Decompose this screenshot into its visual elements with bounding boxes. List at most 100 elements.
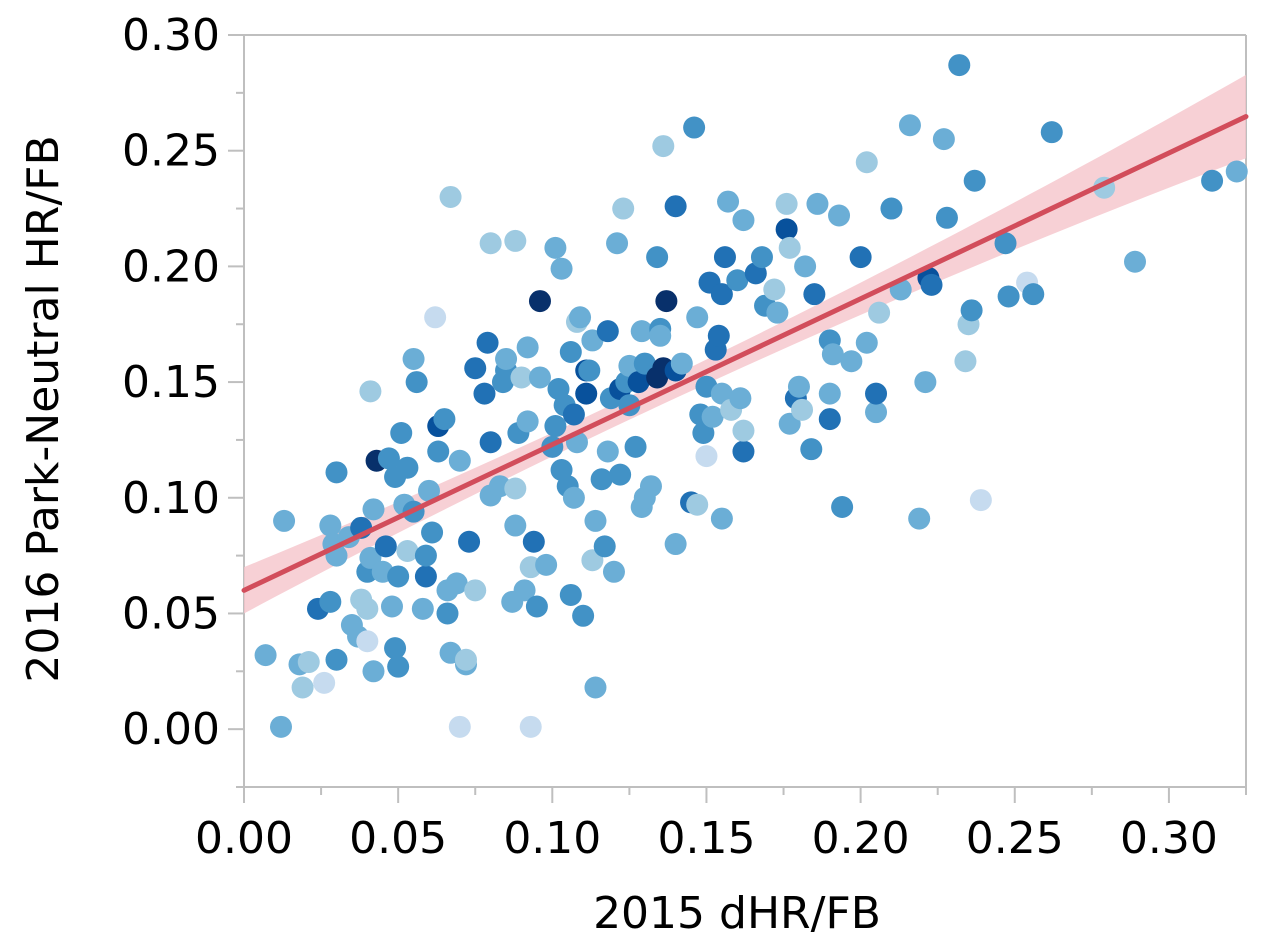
data-point — [575, 382, 598, 405]
data-point — [569, 306, 592, 329]
data-point — [763, 278, 786, 301]
axes — [228, 34, 1247, 803]
data-point — [710, 283, 733, 306]
y-tick-label: 0.30 — [122, 10, 220, 61]
data-point — [602, 560, 625, 583]
data-point — [519, 715, 542, 738]
data-point — [612, 197, 635, 220]
data-point — [686, 306, 709, 329]
data-point — [1022, 283, 1045, 306]
x-tick-labels: 0.00 0.05 0.10 0.15 0.20 0.25 0.30 — [195, 813, 1218, 864]
data-point — [550, 257, 573, 280]
data-point — [528, 366, 551, 389]
data-point — [528, 290, 551, 313]
data-point — [670, 352, 693, 375]
data-point — [544, 415, 567, 438]
data-point — [664, 195, 687, 218]
data-point — [291, 676, 314, 699]
data-point — [504, 477, 527, 500]
y-tick-label: 0.15 — [122, 357, 220, 408]
data-point — [868, 301, 891, 324]
data-point — [855, 151, 878, 174]
data-point — [513, 579, 536, 602]
data-point — [405, 371, 428, 394]
data-point — [732, 209, 755, 232]
y-tick-label: 0.10 — [122, 473, 220, 524]
data-point — [840, 350, 863, 373]
data-point — [479, 232, 502, 255]
data-point — [525, 595, 548, 618]
data-point — [269, 715, 292, 738]
data-point — [713, 246, 736, 269]
data-point — [359, 380, 382, 403]
data-point — [374, 535, 397, 558]
data-point — [806, 192, 829, 215]
data-point — [319, 590, 342, 613]
confidence-band-layer — [244, 74, 1246, 614]
data-point — [865, 382, 888, 405]
x-tick-label: 0.00 — [195, 813, 293, 864]
data-point — [686, 493, 709, 516]
data-point — [578, 359, 601, 382]
data-point — [732, 419, 755, 442]
data-point — [710, 382, 733, 405]
data-point — [1040, 121, 1063, 144]
data-point — [297, 651, 320, 674]
x-tick-label: 0.10 — [503, 813, 601, 864]
fit-line — [241, 114, 1249, 593]
points-layer — [254, 54, 1248, 738]
data-point — [362, 660, 385, 683]
data-point — [954, 350, 977, 373]
data-point — [495, 347, 518, 370]
data-point — [504, 229, 527, 252]
data-point — [458, 530, 481, 553]
data-point — [655, 290, 678, 313]
data-point — [624, 435, 647, 458]
data-point — [417, 479, 440, 502]
data-point — [380, 595, 403, 618]
data-point — [821, 343, 844, 366]
data-point — [445, 572, 468, 595]
data-point — [448, 449, 471, 472]
data-point — [396, 456, 419, 479]
x-axis-title: 2015 dHR/FB — [593, 888, 881, 939]
data-point — [880, 197, 903, 220]
data-point — [414, 565, 437, 588]
y-tick-label: 0.00 — [122, 704, 220, 755]
data-point — [695, 445, 718, 468]
data-point — [411, 597, 434, 620]
data-point — [920, 273, 943, 296]
y-axis-title: 2016 Park-Neutral HR/FB — [18, 135, 69, 682]
data-point — [544, 236, 567, 259]
data-point — [701, 405, 724, 428]
data-point — [402, 347, 425, 370]
data-point — [479, 431, 502, 454]
data-point — [914, 371, 937, 394]
data-point — [908, 507, 931, 530]
data-point — [794, 255, 817, 278]
data-point — [994, 232, 1017, 255]
data-point — [818, 382, 841, 405]
y-tick-label: 0.25 — [122, 126, 220, 177]
data-point — [935, 206, 958, 229]
y-tick-labels: 0.00 0.05 0.10 0.15 0.20 0.25 0.30 — [122, 10, 220, 755]
data-point — [384, 637, 407, 660]
data-point — [254, 644, 277, 667]
data-point — [427, 440, 450, 463]
x-tick-label: 0.30 — [1120, 813, 1218, 864]
data-point — [439, 185, 462, 208]
data-point — [609, 463, 632, 486]
data-point — [729, 387, 752, 410]
data-point — [606, 232, 629, 255]
data-point — [476, 331, 499, 354]
data-point — [683, 116, 706, 139]
data-point — [572, 604, 595, 627]
data-point — [652, 135, 675, 158]
data-point — [627, 371, 650, 394]
data-point — [516, 410, 539, 433]
data-point — [559, 340, 582, 363]
data-point — [828, 204, 851, 227]
data-point — [510, 366, 533, 389]
data-point — [325, 461, 348, 484]
